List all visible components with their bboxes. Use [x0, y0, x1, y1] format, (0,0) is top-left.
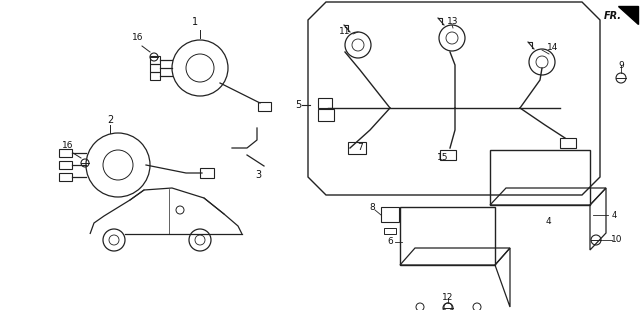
Bar: [348, 142, 366, 154]
Bar: [384, 228, 396, 234]
Text: 4: 4: [611, 210, 616, 219]
Bar: [59, 149, 72, 157]
Bar: [258, 102, 271, 111]
Text: 10: 10: [611, 236, 623, 245]
Bar: [59, 173, 72, 181]
Bar: [318, 98, 332, 108]
Text: 16: 16: [132, 33, 144, 42]
Text: 1: 1: [192, 17, 198, 27]
Bar: [318, 109, 334, 121]
Bar: [150, 64, 160, 72]
Text: 4: 4: [545, 218, 551, 227]
Text: FR.: FR.: [604, 11, 622, 21]
Bar: [150, 72, 160, 80]
Bar: [400, 207, 495, 265]
Text: 15: 15: [437, 153, 449, 162]
Text: 16: 16: [62, 140, 74, 149]
Text: 7: 7: [357, 144, 363, 153]
Text: 3: 3: [255, 170, 261, 180]
Text: 5: 5: [295, 100, 301, 110]
Text: 2: 2: [107, 115, 113, 125]
Text: 14: 14: [547, 43, 559, 52]
Bar: [200, 168, 214, 178]
Text: 9: 9: [618, 60, 624, 69]
Bar: [150, 56, 160, 64]
Text: 11: 11: [339, 28, 351, 37]
Bar: [59, 161, 72, 169]
Polygon shape: [618, 6, 638, 24]
Text: 13: 13: [447, 17, 459, 26]
Text: 6: 6: [387, 237, 393, 246]
Bar: [560, 138, 576, 148]
Text: 8: 8: [369, 203, 375, 212]
Text: 12: 12: [442, 294, 454, 303]
Bar: [440, 150, 456, 160]
Bar: [381, 207, 399, 222]
Bar: [490, 150, 590, 205]
